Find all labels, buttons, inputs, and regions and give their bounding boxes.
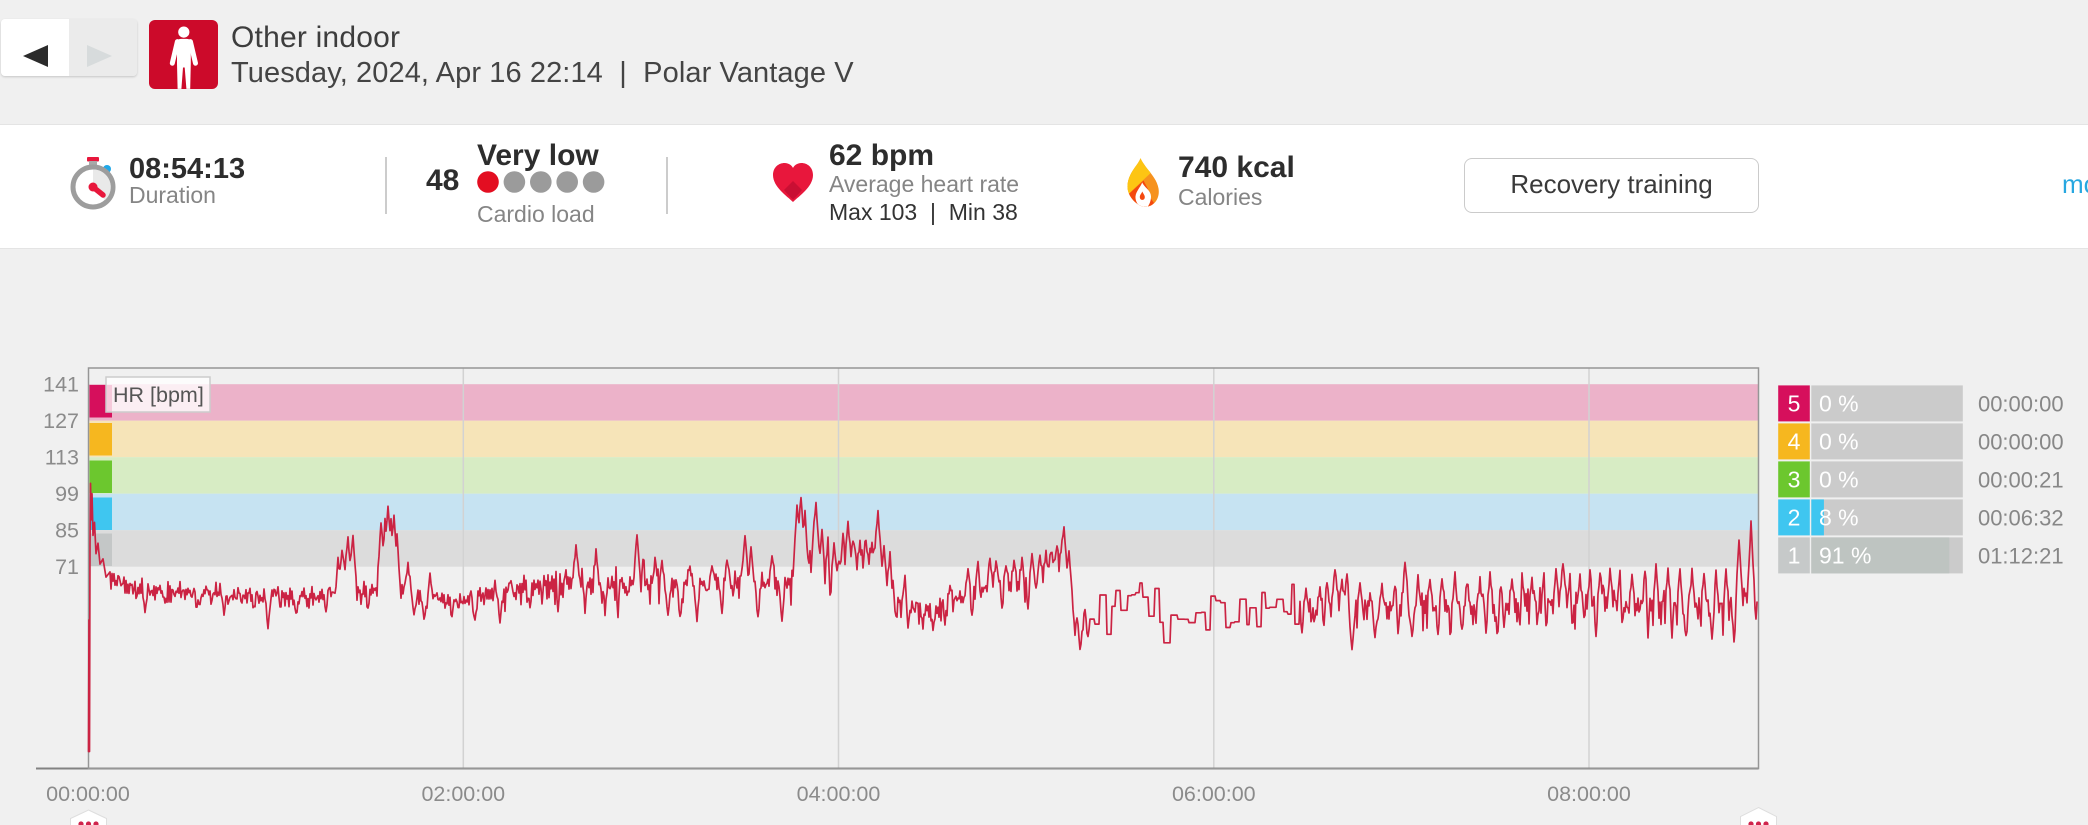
svg-text:02:00:00: 02:00:00 [421,782,505,806]
svg-text:04:00:00: 04:00:00 [797,782,881,806]
svg-text:113: 113 [45,446,79,470]
svg-text:85: 85 [55,519,79,543]
svg-text:5: 5 [1788,390,1801,416]
svg-text:00:00:00: 00:00:00 [1978,391,2064,416]
svg-text:08:00:00: 08:00:00 [1547,782,1631,806]
svg-text:00:00:00: 00:00:00 [46,782,130,806]
svg-text:91 %: 91 % [1819,542,1871,568]
svg-text:141: 141 [43,373,79,397]
svg-text:0 %: 0 % [1819,428,1859,454]
svg-text:0 %: 0 % [1819,390,1859,416]
svg-text:99: 99 [55,482,79,506]
svg-text:0 %: 0 % [1819,466,1859,492]
svg-text:1: 1 [1788,542,1801,568]
svg-text:00:00:21: 00:00:21 [1978,467,2064,492]
svg-text:8 %: 8 % [1819,504,1859,530]
svg-text:3: 3 [1788,466,1801,492]
svg-text:127: 127 [43,409,79,433]
svg-text:HR [bpm]: HR [bpm] [113,383,204,407]
svg-text:00:00:00: 00:00:00 [1978,429,2064,454]
svg-text:01:12:21: 01:12:21 [1978,543,2064,568]
svg-text:06:00:00: 06:00:00 [1172,782,1256,806]
svg-text:00:06:32: 00:06:32 [1978,505,2064,530]
svg-text:2: 2 [1788,504,1801,530]
svg-text:71: 71 [55,555,79,579]
svg-text:4: 4 [1788,428,1801,454]
